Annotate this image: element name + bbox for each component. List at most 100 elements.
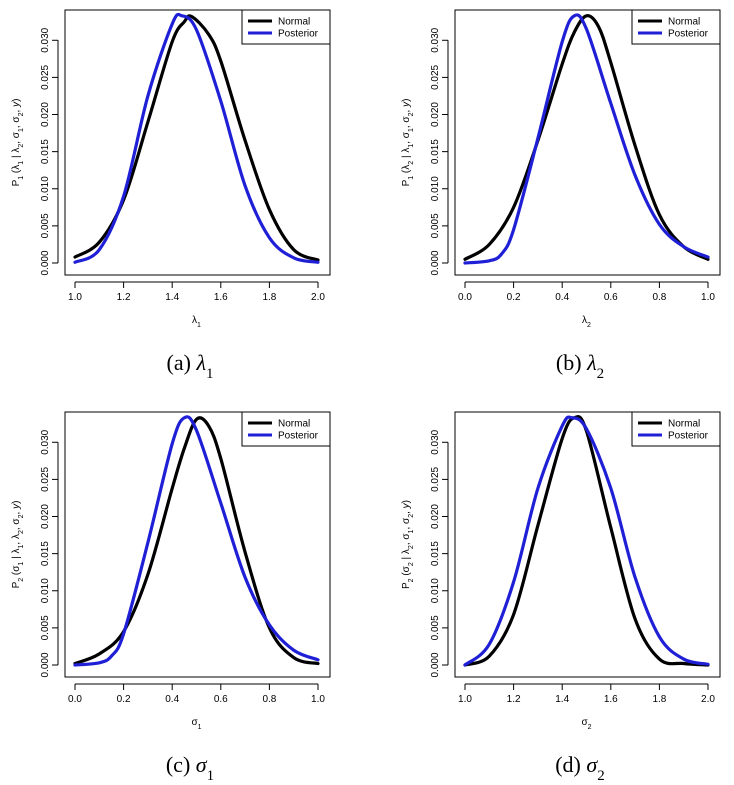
y-tick-label: 0.010 (430, 176, 441, 201)
x-tick-label: 0.8 (262, 694, 276, 705)
series-line-normal (73, 14, 320, 262)
x-tick-label: 1.6 (214, 292, 228, 303)
y-axis-label: P1 (λ1 | λ2, σ1, σ2, y) (11, 99, 25, 187)
plot-frame (454, 9, 721, 276)
caption-c: (c) σ1 (166, 752, 214, 784)
y-axis: 0.000 0.005 0.010 0.015 0.020 0.025 0.030 (40, 429, 59, 678)
x-tick-label: 1.6 (604, 694, 618, 705)
legend-box (241, 9, 331, 45)
y-tick-label: 0.015 (40, 139, 51, 164)
x-tick-label: 0.4 (555, 292, 569, 303)
y-tick-label: 0.020 (430, 504, 441, 529)
legend-box (631, 9, 721, 45)
y-tick-label: 0.000 (40, 250, 51, 275)
x-tick-label: 0.2 (507, 292, 521, 303)
x-tick-label: 0.0 (68, 694, 82, 705)
y-tick-label: 0.025 (40, 64, 51, 89)
plot-frame (454, 411, 721, 678)
y-tick-label: 0.005 (430, 213, 441, 238)
y-axis: 0.000 0.005 0.010 0.015 0.020 0.025 0.030 (40, 27, 59, 276)
y-tick-label: 0.010 (40, 578, 51, 603)
legend-label-normal: Normal (668, 17, 700, 28)
x-axis: 1.0 1.2 1.4 1.6 1.8 2.0 (68, 281, 325, 303)
y-tick-label: 0.005 (40, 213, 51, 238)
x-tick-label: 1.0 (701, 292, 715, 303)
legend-label-posterior: Posterior (278, 29, 319, 40)
legend-label-normal: Normal (668, 419, 700, 430)
plot-frame (64, 411, 331, 678)
x-tick-label: 1.8 (652, 694, 666, 705)
caption-b: (b) λ2 (556, 350, 604, 382)
y-axis: 0.000 0.005 0.010 0.015 0.020 0.025 0.030 (430, 429, 449, 678)
x-tick-label: 0.8 (652, 292, 666, 303)
legend-box (631, 411, 721, 447)
y-tick-label: 0.025 (40, 466, 51, 491)
y-tick-label: 0.000 (40, 652, 51, 677)
caption-a: (a) λ1 (167, 350, 214, 382)
y-tick-label: 0.020 (40, 102, 51, 127)
x-tick-label: 1.0 (68, 292, 82, 303)
y-tick-label: 0.010 (430, 578, 441, 603)
y-axis: 0.000 0.005 0.010 0.015 0.020 0.025 0.030 (430, 27, 449, 276)
legend-label-normal: Normal (278, 419, 310, 430)
y-axis-label: P2 (σ2 | λ2, σ1, σ2, y) (401, 500, 415, 589)
x-tick-label: 1.8 (262, 292, 276, 303)
series-line-posterior (463, 13, 710, 265)
y-axis-label: P2 (σ1 | λ1, λ2, σ2, y) (11, 501, 25, 589)
y-tick-label: 0.015 (40, 541, 51, 566)
x-axis-label: σ2 (581, 717, 591, 731)
y-tick-label: 0.030 (40, 429, 51, 454)
caption-d: (d) σ2 (555, 752, 605, 784)
y-tick-label: 0.015 (430, 541, 441, 566)
y-tick-label: 0.005 (430, 615, 441, 640)
legend-label-normal: Normal (278, 17, 310, 28)
y-tick-label: 0.030 (40, 27, 51, 52)
series-line-posterior (463, 415, 710, 667)
x-axis: 0.0 0.2 0.4 0.6 0.8 1.0 (458, 281, 715, 303)
series-line-normal (73, 416, 320, 666)
panel-a: 1.0 1.2 1.4 1.6 1.8 2.00.0000.0050.0100.0150.… (11, 9, 331, 329)
x-tick-label: 1.2 (117, 292, 131, 303)
x-axis-label: λ1 (192, 315, 201, 329)
series-line-posterior (73, 415, 320, 667)
x-tick-label: 0.4 (165, 694, 179, 705)
panel-d: 1.0 1.2 1.4 1.6 1.8 2.00.0000.0050.0100.0150.… (401, 411, 721, 731)
y-tick-label: 0.000 (430, 652, 441, 677)
x-tick-label: 1.0 (311, 694, 325, 705)
y-tick-label: 0.010 (40, 176, 51, 201)
y-tick-label: 0.020 (430, 102, 441, 127)
legend-label-posterior: Posterior (668, 431, 709, 442)
x-axis: 0.0 0.2 0.4 0.6 0.8 1.0 (68, 683, 325, 705)
y-tick-label: 0.030 (430, 429, 441, 454)
plot-frame (64, 9, 331, 276)
y-tick-label: 0.025 (430, 64, 441, 89)
x-axis-label: σ1 (191, 717, 201, 731)
y-tick-label: 0.025 (430, 466, 441, 491)
series-line-normal (463, 415, 710, 667)
y-tick-label: 0.020 (40, 504, 51, 529)
x-tick-label: 0.0 (458, 292, 472, 303)
x-axis: 1.0 1.2 1.4 1.6 1.8 2.0 (458, 683, 715, 705)
x-tick-label: 1.4 (555, 694, 569, 705)
legend-label-posterior: Posterior (278, 431, 319, 442)
y-tick-label: 0.005 (40, 615, 51, 640)
x-tick-label: 1.2 (507, 694, 521, 705)
y-tick-label: 0.000 (430, 250, 441, 275)
panel-c: 0.0 0.2 0.4 0.6 0.8 1.00.0000.0050.0100.0150.… (11, 411, 331, 731)
series-line-normal (463, 14, 710, 261)
x-tick-label: 1.0 (458, 694, 472, 705)
legend-box (241, 411, 331, 447)
series-line-posterior (73, 12, 320, 264)
x-tick-label: 1.4 (165, 292, 179, 303)
x-tick-label: 0.2 (117, 694, 131, 705)
panel-b: 0.0 0.2 0.4 0.6 0.8 1.00.0000.0050.0100.0150.… (401, 9, 721, 329)
x-axis-label: λ2 (582, 315, 591, 329)
y-tick-label: 0.030 (430, 27, 441, 52)
y-axis-label: P1 (λ2 | λ1, σ1, σ2, y) (401, 99, 415, 187)
y-tick-label: 0.015 (430, 139, 441, 164)
